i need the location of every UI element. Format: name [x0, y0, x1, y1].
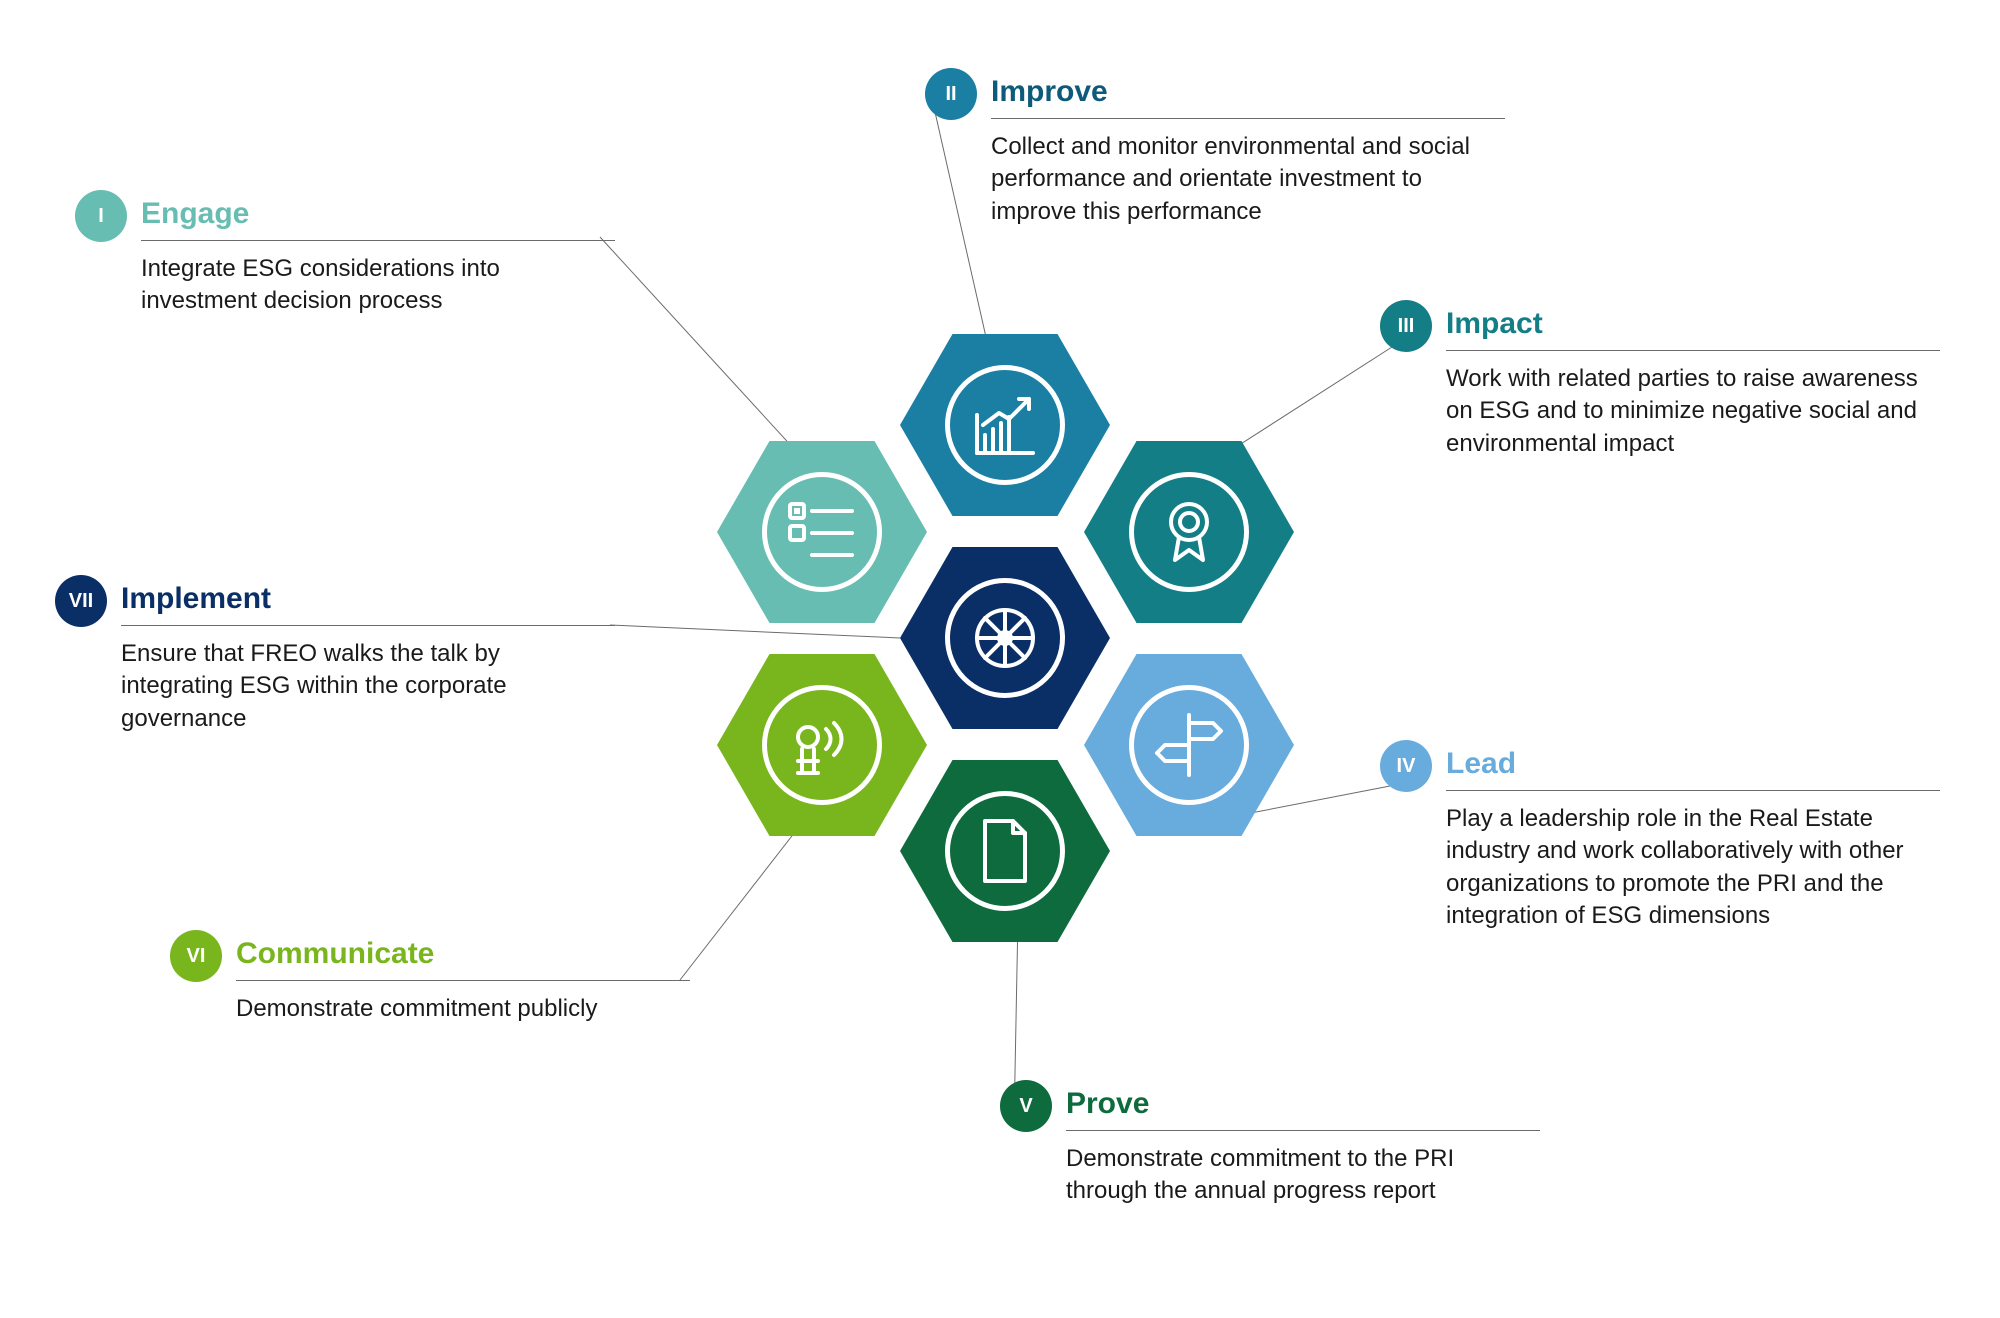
callout-title: Prove — [1066, 1087, 1540, 1125]
callout-engage: I Engage Integrate ESG considerations in… — [75, 190, 615, 318]
numeral: I — [98, 205, 104, 228]
hex-engage — [717, 441, 927, 623]
callout-body: Demonstrate commitment to the PRI throug… — [1066, 1143, 1540, 1208]
numeral: VI — [187, 945, 206, 968]
numeral-badge: V — [1000, 1080, 1052, 1132]
wheel-icon — [945, 578, 1065, 698]
numeral-badge: III — [1380, 300, 1432, 352]
callout-body: Demonstrate commitment publicly — [236, 993, 690, 1025]
hex-communicate — [717, 654, 927, 836]
callout-body: Integrate ESG considerations into invest… — [141, 253, 615, 318]
callout-body: Play a leadership role in the Real Estat… — [1446, 803, 1940, 933]
checklist-icon — [762, 472, 882, 592]
callout-communicate: VI Communicate Demonstrate commitment pu… — [170, 930, 690, 1025]
callout-title: Improve — [991, 75, 1505, 113]
callout-title: Lead — [1446, 747, 1940, 785]
ribbon-icon — [1129, 472, 1249, 592]
callout-body: Ensure that FREO walks the talk by integ… — [121, 638, 615, 735]
callout-body: Work with related parties to raise aware… — [1446, 363, 1940, 460]
hex-impact — [1084, 441, 1294, 623]
numeral: VII — [69, 590, 93, 613]
callout-title: Communicate — [236, 937, 690, 975]
numeral-badge: IV — [1380, 740, 1432, 792]
signpost-icon — [1129, 685, 1249, 805]
callout-implement: VII Implement Ensure that FREO walks the… — [55, 575, 615, 735]
diagram-canvas: I Engage Integrate ESG considerations in… — [0, 0, 2000, 1318]
hex-prove — [900, 760, 1110, 942]
callout-title: Engage — [141, 197, 615, 235]
speaker-icon — [762, 685, 882, 805]
hex-improve — [900, 334, 1110, 516]
numeral-badge: VII — [55, 575, 107, 627]
callout-lead: IV Lead Play a leadership role in the Re… — [1380, 740, 1940, 933]
numeral: V — [1019, 1095, 1032, 1118]
numeral-badge: VI — [170, 930, 222, 982]
numeral-badge: II — [925, 68, 977, 120]
callout-impact: III Impact Work with related parties to … — [1380, 300, 1940, 460]
callout-prove: V Prove Demonstrate commitment to the PR… — [1000, 1080, 1540, 1208]
numeral-badge: I — [75, 190, 127, 242]
numeral: III — [1398, 315, 1415, 338]
numeral: IV — [1397, 755, 1416, 778]
callout-title: Implement — [121, 582, 615, 620]
hex-lead — [1084, 654, 1294, 836]
document-icon — [945, 791, 1065, 911]
numeral: II — [945, 83, 956, 106]
callout-title: Impact — [1446, 307, 1940, 345]
hex-center — [900, 547, 1110, 729]
callout-body: Collect and monitor environmental and so… — [991, 131, 1505, 228]
growth-icon — [945, 365, 1065, 485]
callout-improve: II Improve Collect and monitor environme… — [925, 68, 1505, 228]
